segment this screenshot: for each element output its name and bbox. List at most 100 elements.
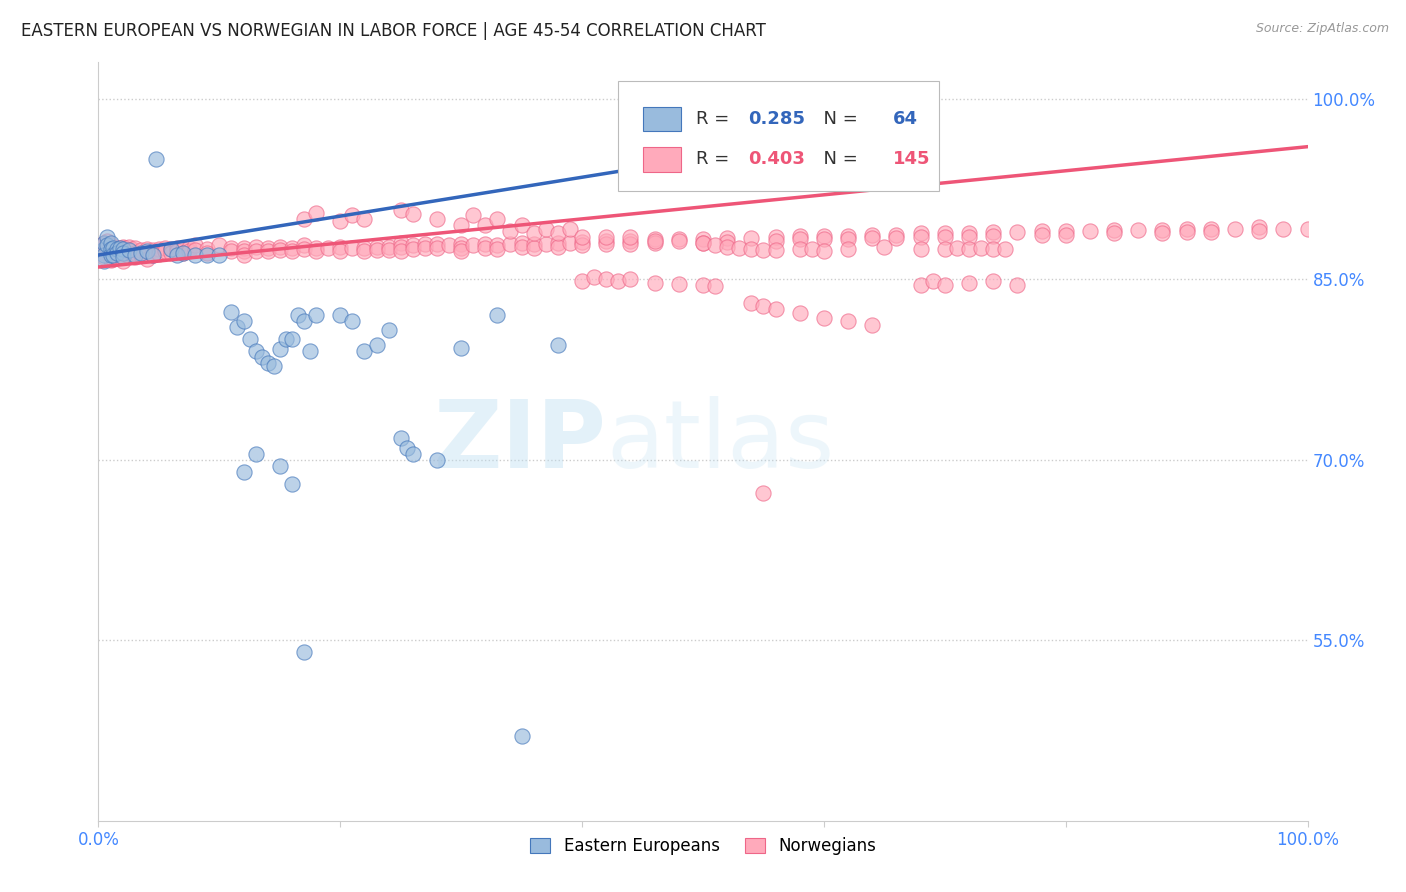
Point (770, 118, 793, 132)
Point (153, 244, 176, 259)
Text: 0.285: 0.285 (748, 111, 804, 128)
Point (377, 243, 399, 257)
Point (105, 245, 128, 260)
Point (934, 278, 956, 293)
Point (100, 238, 122, 252)
Point (221, 244, 243, 259)
Point (287, 308, 309, 322)
Point (886, 227, 908, 242)
Point (342, 241, 364, 255)
Point (111, 242, 134, 256)
Point (118, 243, 141, 257)
Legend: Eastern Europeans, Norwegians: Eastern Europeans, Norwegians (523, 830, 883, 862)
Point (437, 238, 460, 252)
Point (129, 243, 152, 257)
Point (595, 237, 617, 252)
Point (607, 275, 630, 289)
Point (281, 241, 304, 255)
Point (1078, 224, 1101, 238)
Point (114, 241, 136, 255)
Point (329, 244, 352, 259)
Point (981, 228, 1004, 243)
Point (644, 235, 666, 250)
Point (740, 231, 762, 245)
Point (463, 208, 485, 222)
Point (108, 245, 131, 260)
Point (789, 128, 811, 142)
Point (121, 242, 143, 256)
Point (619, 272, 641, 286)
Point (789, 242, 811, 256)
Point (1223, 221, 1246, 235)
Point (426, 241, 449, 255)
Point (740, 296, 762, 310)
Point (389, 235, 412, 250)
Point (1152, 227, 1174, 241)
Point (402, 242, 425, 256)
Point (226, 320, 249, 334)
Point (366, 338, 388, 352)
Point (208, 238, 231, 252)
Point (818, 118, 841, 132)
Point (740, 242, 762, 256)
Point (450, 341, 472, 355)
Point (644, 276, 666, 290)
Point (263, 359, 285, 373)
Point (752, 486, 775, 500)
Point (583, 269, 606, 284)
Point (269, 342, 291, 356)
Point (366, 243, 388, 257)
Point (619, 230, 641, 244)
Point (245, 344, 267, 359)
Point (789, 228, 811, 243)
Point (245, 446, 267, 460)
Point (981, 275, 1004, 289)
Point (825, 118, 848, 132)
Point (353, 244, 375, 259)
Point (184, 248, 207, 262)
Point (389, 431, 412, 445)
Point (800, 125, 823, 139)
Point (486, 242, 509, 256)
Point (160, 242, 183, 256)
Point (395, 441, 418, 455)
Point (716, 239, 738, 253)
Point (789, 306, 811, 320)
Point (1249, 220, 1271, 235)
Point (135, 247, 157, 261)
Point (486, 211, 509, 226)
Point (118, 244, 141, 259)
Point (474, 237, 496, 252)
Point (195, 248, 218, 262)
Point (105, 241, 128, 255)
Point (172, 245, 194, 260)
Point (740, 121, 762, 136)
Point (153, 241, 176, 255)
Point (413, 237, 436, 252)
Point (232, 244, 254, 259)
Point (111, 251, 134, 265)
Point (1152, 223, 1174, 237)
Point (402, 446, 425, 460)
Point (619, 234, 641, 248)
Point (148, 242, 170, 256)
Point (124, 245, 146, 260)
Point (474, 241, 496, 255)
Point (789, 232, 811, 246)
Point (957, 230, 980, 244)
Point (1199, 221, 1222, 235)
Text: Source: ZipAtlas.com: Source: ZipAtlas.com (1256, 22, 1389, 36)
Point (910, 230, 932, 244)
Point (274, 332, 297, 346)
Point (619, 237, 641, 252)
Point (160, 242, 183, 256)
Point (426, 237, 449, 252)
Point (946, 241, 969, 255)
Point (299, 344, 322, 359)
Point (595, 234, 617, 248)
Point (1102, 223, 1125, 237)
Point (1007, 225, 1029, 239)
Point (108, 241, 131, 255)
Point (970, 241, 993, 255)
Point (166, 244, 188, 259)
